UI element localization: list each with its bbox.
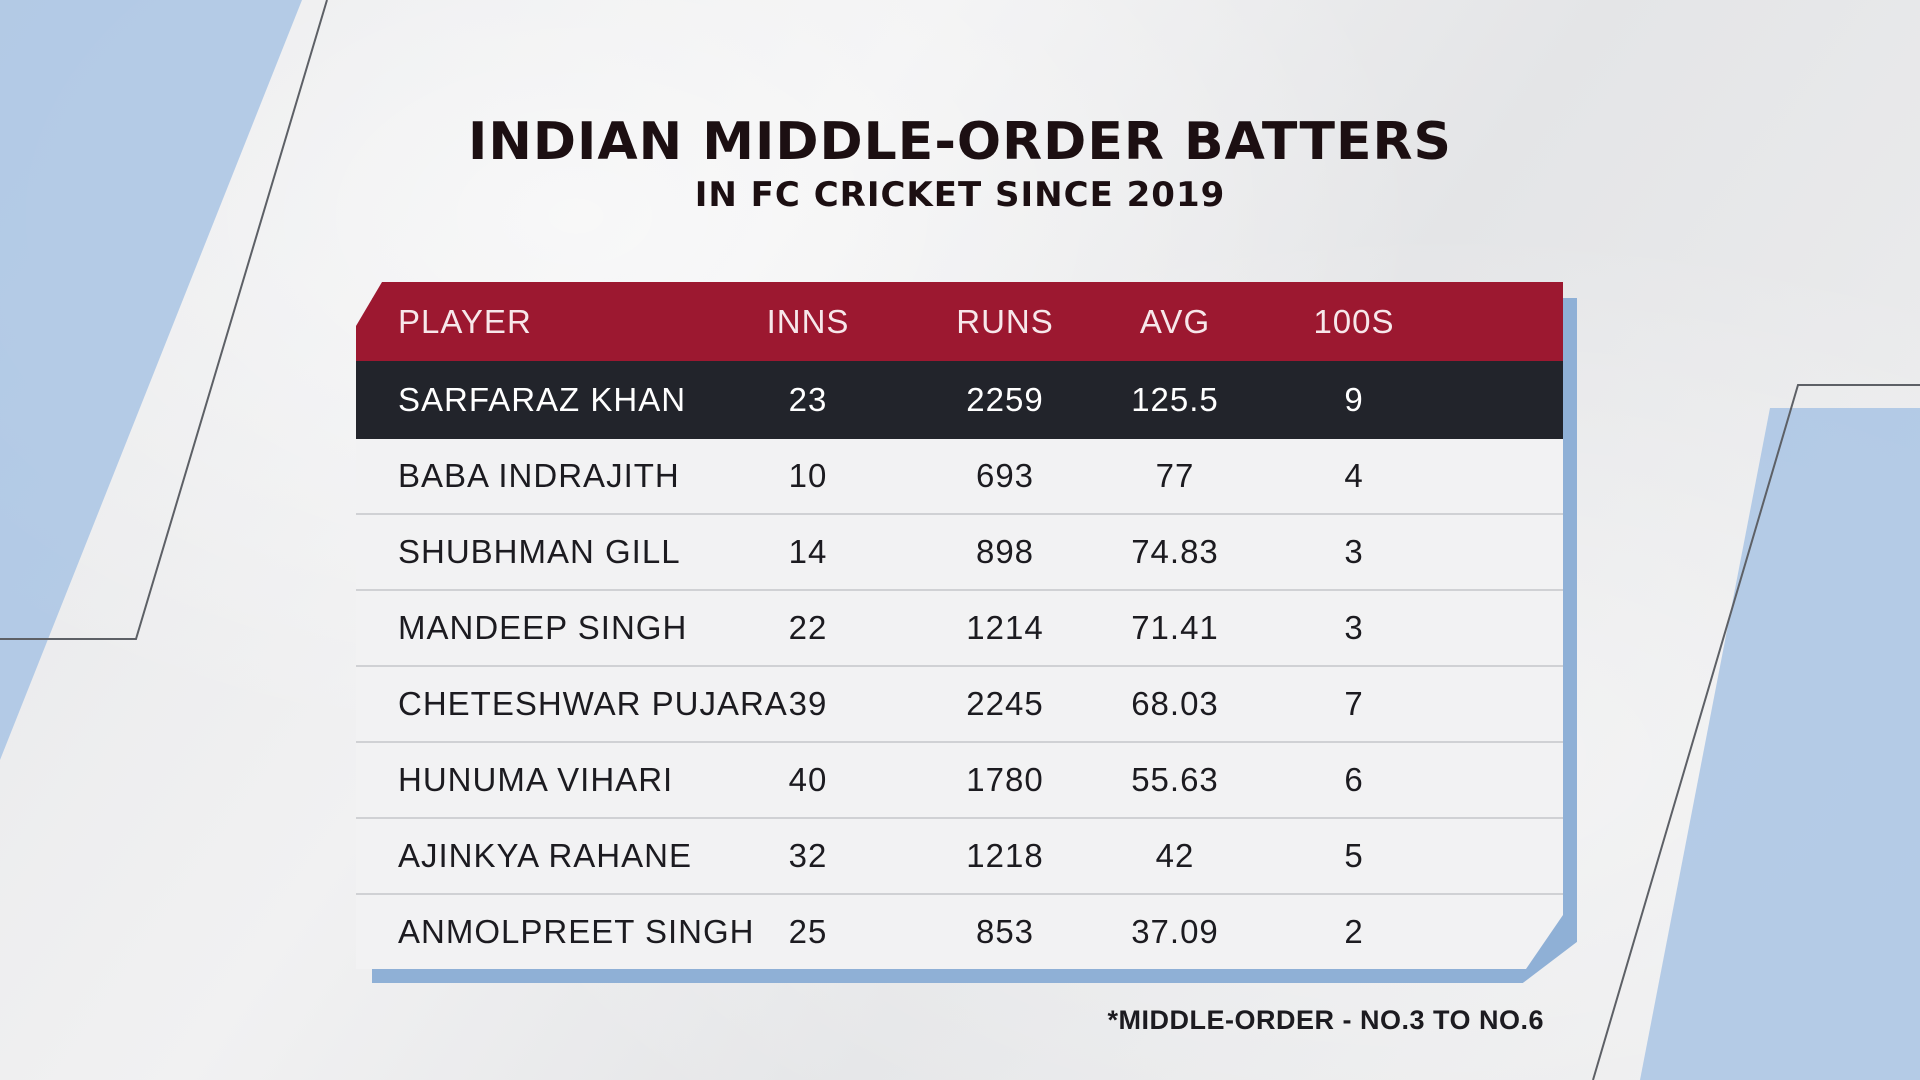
cell-runs: 1780 bbox=[966, 761, 1044, 798]
cell-runs: 2259 bbox=[966, 381, 1044, 418]
chart-subtitle: IN FC CRICKET SINCE 2019 bbox=[694, 175, 1226, 215]
table-row: MANDEEP SINGH 22 1214 71.41 3 bbox=[356, 591, 1563, 667]
right-blue-panel bbox=[1640, 408, 1920, 1080]
header-player: PLAYER bbox=[398, 302, 532, 340]
cell-avg: 37.09 bbox=[1131, 913, 1219, 950]
cell-player: MANDEEP SINGH bbox=[398, 609, 688, 646]
cell-inns: 14 bbox=[788, 533, 828, 570]
cell-inns: 39 bbox=[788, 685, 828, 722]
cell-inns: 10 bbox=[788, 457, 828, 494]
cell-inns: 40 bbox=[788, 761, 828, 798]
stats-table: PLAYER INNS RUNS AVG 100S SARFARAZ KHAN 2… bbox=[356, 282, 1563, 969]
cell-inns: 25 bbox=[788, 913, 828, 950]
cell-hundreds: 4 bbox=[1344, 457, 1364, 494]
cell-inns: 32 bbox=[788, 837, 828, 874]
cell-player: SARFARAZ KHAN bbox=[398, 381, 687, 418]
cell-avg: 74.83 bbox=[1131, 533, 1219, 570]
right-outline-line bbox=[1592, 384, 1920, 1080]
table-row: BABA INDRAJITH 10 693 77 4 bbox=[356, 439, 1563, 515]
cell-player: AJINKYA RAHANE bbox=[398, 837, 692, 874]
header-hundreds: 100S bbox=[1313, 302, 1395, 340]
cell-avg: 71.41 bbox=[1131, 609, 1219, 646]
cell-hundreds: 5 bbox=[1344, 837, 1364, 874]
chart-title: INDIAN MIDDLE-ORDER BATTERS bbox=[468, 112, 1452, 172]
cell-player: HUNUMA VIHARI bbox=[398, 761, 674, 798]
table-row: SHUBHMAN GILL 14 898 74.83 3 bbox=[356, 515, 1563, 591]
cell-hundreds: 6 bbox=[1344, 761, 1364, 798]
cell-avg: 55.63 bbox=[1131, 761, 1219, 798]
cell-avg: 77 bbox=[1155, 457, 1195, 494]
cell-runs: 1214 bbox=[966, 609, 1044, 646]
cell-hundreds: 7 bbox=[1344, 685, 1364, 722]
header-runs: RUNS bbox=[956, 302, 1054, 340]
cell-runs: 898 bbox=[975, 533, 1035, 570]
cell-runs: 853 bbox=[975, 913, 1035, 950]
table-row: CHETESHWAR PUJARA 39 2245 68.03 7 bbox=[356, 667, 1563, 743]
cell-player: BABA INDRAJITH bbox=[398, 457, 680, 494]
cell-hundreds: 3 bbox=[1344, 609, 1364, 646]
title-block: INDIAN MIDDLE-ORDER BATTERS IN FC CRICKE… bbox=[0, 112, 1920, 218]
left-blue-panel bbox=[0, 0, 302, 760]
table-row: ANMOLPREET SINGH 25 853 37.09 2 bbox=[356, 895, 1563, 969]
table-row: HUNUMA VIHARI 40 1780 55.63 6 bbox=[356, 743, 1563, 819]
header-avg: AVG bbox=[1139, 302, 1211, 340]
table-row: SARFARAZ KHAN 23 2259 125.5 9 bbox=[356, 361, 1563, 439]
table-row: AJINKYA RAHANE 32 1218 42 5 bbox=[356, 819, 1563, 895]
cell-runs: 1218 bbox=[966, 837, 1044, 874]
cell-player: CHETESHWAR PUJARA bbox=[398, 685, 788, 722]
cell-avg: 42 bbox=[1155, 837, 1195, 874]
cell-hundreds: 3 bbox=[1344, 533, 1364, 570]
footnote: *MIDDLE-ORDER - NO.3 TO NO.6 bbox=[1107, 1005, 1544, 1035]
cell-hundreds: 9 bbox=[1344, 381, 1364, 418]
table-header-row: PLAYER INNS RUNS AVG 100S bbox=[356, 282, 1563, 361]
cell-runs: 693 bbox=[975, 457, 1035, 494]
cell-player: SHUBHMAN GILL bbox=[398, 533, 681, 570]
cell-player: ANMOLPREET SINGH bbox=[398, 913, 755, 950]
cell-avg: 125.5 bbox=[1131, 381, 1219, 418]
cell-avg: 68.03 bbox=[1131, 685, 1219, 722]
cell-runs: 2245 bbox=[966, 685, 1044, 722]
cell-inns: 22 bbox=[788, 609, 828, 646]
cell-inns: 23 bbox=[788, 381, 828, 418]
header-inns: INNS bbox=[766, 302, 850, 340]
left-outline-line bbox=[0, 0, 328, 640]
cell-hundreds: 2 bbox=[1344, 913, 1364, 950]
